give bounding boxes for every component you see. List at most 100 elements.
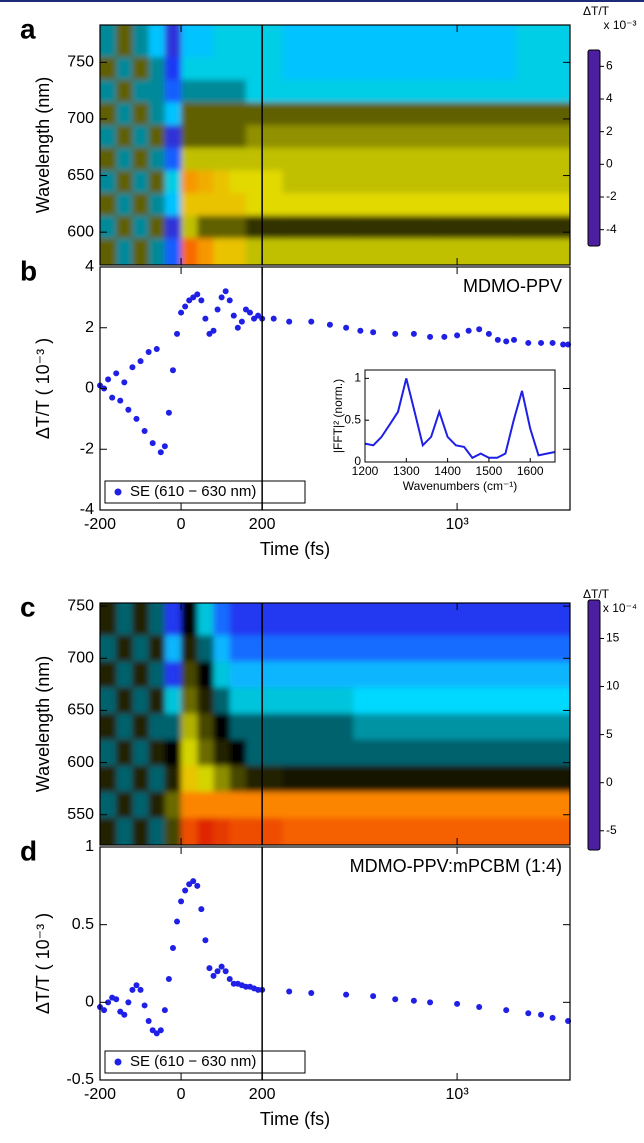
data-point [121, 379, 128, 386]
heatmap-cell [197, 765, 215, 792]
data-point [174, 330, 181, 337]
data-point [165, 976, 172, 983]
heatmap-cell [100, 124, 117, 148]
data-point [454, 1000, 461, 1007]
heatmap-cell [353, 686, 438, 714]
heatmap-cell [197, 56, 215, 80]
data-point [198, 906, 205, 913]
heatmap-cell [164, 634, 182, 662]
heatmap-cell [245, 192, 284, 216]
heatmap-cell [353, 791, 438, 818]
heatmap-cell [116, 147, 133, 171]
heatmap-cell [164, 25, 182, 58]
data-point [549, 339, 556, 346]
heatmap-cell [515, 686, 570, 714]
data-point [105, 999, 112, 1006]
heatmap-cell [100, 79, 117, 103]
heatmap-cell [213, 713, 231, 740]
heatmap-cell [132, 765, 150, 792]
heatmap-cell [164, 79, 182, 103]
heatmap-cell [148, 169, 166, 194]
data-point [410, 997, 417, 1004]
inset-x-tick-label: 1400 [434, 464, 461, 478]
heatmap-cell [282, 603, 354, 636]
heatmap-cell [148, 101, 166, 126]
heatmap-cell [437, 147, 517, 171]
heatmap-cell [181, 713, 198, 740]
heatmap-cell [437, 169, 517, 194]
data-point [113, 996, 120, 1003]
heatmap-cell [132, 192, 150, 216]
inset-y-tick-label: 1 [354, 371, 361, 385]
heatmap-cell [245, 817, 284, 845]
data-point [357, 327, 364, 334]
heatmap-cell [213, 79, 231, 103]
data-point [549, 1014, 556, 1021]
heatmap-cell [437, 634, 517, 662]
inset-x-label: Wavenumbers (cm⁻¹) [403, 479, 518, 493]
heatmap-cell [197, 25, 215, 58]
heatmap-cell [229, 215, 247, 239]
colorbar-label: ΔT/T [583, 4, 610, 18]
heatmap-cell [245, 25, 284, 58]
inset-x-tick-label: 1500 [476, 464, 503, 478]
heatmap-cell [213, 817, 231, 845]
heatmap-cell [148, 686, 166, 714]
data-point [214, 968, 221, 975]
heatmap-cell [213, 765, 231, 792]
heatmap-cell [213, 634, 231, 662]
heatmap-cell [515, 215, 570, 239]
heatmap-cell [353, 124, 438, 148]
heatmap-cell [437, 603, 517, 636]
heatmap-cell [353, 192, 438, 216]
heatmap-cell [116, 713, 133, 740]
heatmap-cell [116, 660, 133, 688]
data-point [105, 376, 112, 383]
heatmap-cell [245, 147, 284, 171]
heatmap-cell [132, 634, 150, 662]
heatmap-cell [353, 739, 438, 766]
heatmap-cell [353, 765, 438, 792]
heatmap-cell [353, 660, 438, 688]
y-tick-label: 550 [67, 806, 94, 823]
heatmap-cell [282, 634, 354, 662]
data-point [343, 991, 350, 998]
heatmap-cell [515, 817, 570, 845]
x-tick-label: 10³ [446, 516, 470, 533]
x-axis-label: Time (fs) [260, 539, 330, 559]
data-point [153, 346, 160, 353]
data-point [286, 988, 293, 995]
data-point [427, 999, 434, 1006]
data-point [234, 324, 241, 331]
heatmap-cell [437, 101, 517, 126]
heatmap-cell [213, 603, 231, 636]
heatmap-cell [213, 147, 231, 171]
heatmap-cell [213, 686, 231, 714]
heatmap-cell [148, 817, 166, 845]
heatmap-cell [245, 79, 284, 103]
colorbar-tick-label: 5 [606, 727, 613, 741]
x-tick-label: 0 [177, 516, 186, 533]
colorbar-tick-label: 6 [606, 59, 613, 73]
heatmap-cell [164, 147, 182, 171]
heatmap-cell [515, 124, 570, 148]
heatmap-cell [515, 713, 570, 740]
panel-letter: d [20, 835, 37, 866]
data-point [202, 315, 209, 322]
heatmap-cell [181, 79, 198, 103]
data-point [525, 339, 532, 346]
data-point [117, 1008, 124, 1015]
heatmap-cell [132, 237, 150, 265]
heatmap-cell [148, 147, 166, 171]
data-point [538, 1011, 545, 1018]
heatmap [100, 25, 570, 265]
data-point [190, 878, 197, 885]
data-point [476, 326, 483, 333]
heatmap-cell [437, 713, 517, 740]
heatmap-cell [181, 660, 198, 688]
heatmap-cell [515, 603, 570, 636]
heatmap-cell [353, 237, 438, 265]
data-point [141, 428, 148, 435]
heatmap-cell [164, 56, 182, 80]
x-tick-label: 200 [249, 1086, 276, 1103]
